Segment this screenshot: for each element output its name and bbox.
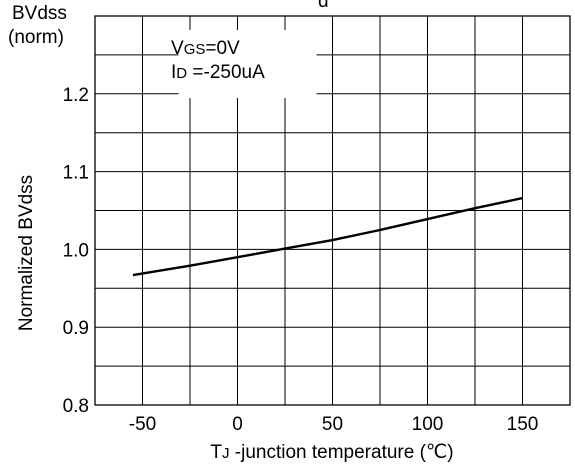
x-tick-label: -50 (129, 414, 156, 435)
x-axis-label-main: T (210, 442, 222, 463)
y-tick-label: 1.1 (63, 163, 89, 184)
annotation-vgs-rest: =0V (205, 38, 240, 59)
corner-label-line1: BVdss (12, 3, 67, 24)
y-tick-label: 1.0 (63, 240, 89, 261)
title-fragment: d (318, 0, 329, 12)
y-tick-label: 1.2 (63, 85, 89, 106)
corner-label-line2: (norm) (8, 27, 64, 48)
annotation-vgs-sub: GS (184, 41, 206, 58)
series-line-bvdss (132, 196, 523, 277)
annotation-id-rest: =-250uA (187, 62, 265, 83)
x-tick-label: 0 (232, 414, 243, 435)
annotation-vgs-main: V (171, 38, 184, 59)
x-tick-label: 150 (507, 414, 539, 435)
x-tick-label: 100 (412, 414, 444, 435)
annotation-vgs: VGS=0V (171, 38, 240, 59)
x-axis-label: TJ -junction temperature (℃) (210, 442, 453, 463)
plot-frame (94, 15, 571, 406)
annotation-background (178, 30, 317, 98)
x-tick-label: 50 (322, 414, 343, 435)
x-axis-label-sub: J (222, 445, 230, 462)
annotation-id-sub: D (176, 65, 187, 82)
annotation-id-main: I (171, 62, 176, 83)
x-tick-labels: -50 0 50 100 150 (129, 414, 539, 435)
grid (95, 16, 570, 405)
y-tick-labels: 0.8 0.9 1.0 1.1 1.2 (63, 85, 89, 417)
y-tick-label: 0.9 (63, 318, 89, 339)
y-tick-label: 0.8 (63, 396, 89, 417)
y-axis-label: Normalized BVdss (16, 175, 37, 331)
x-axis-label-rest: -junction temperature (℃) (230, 442, 454, 463)
annotation-id: ID =-250uA (171, 62, 265, 83)
